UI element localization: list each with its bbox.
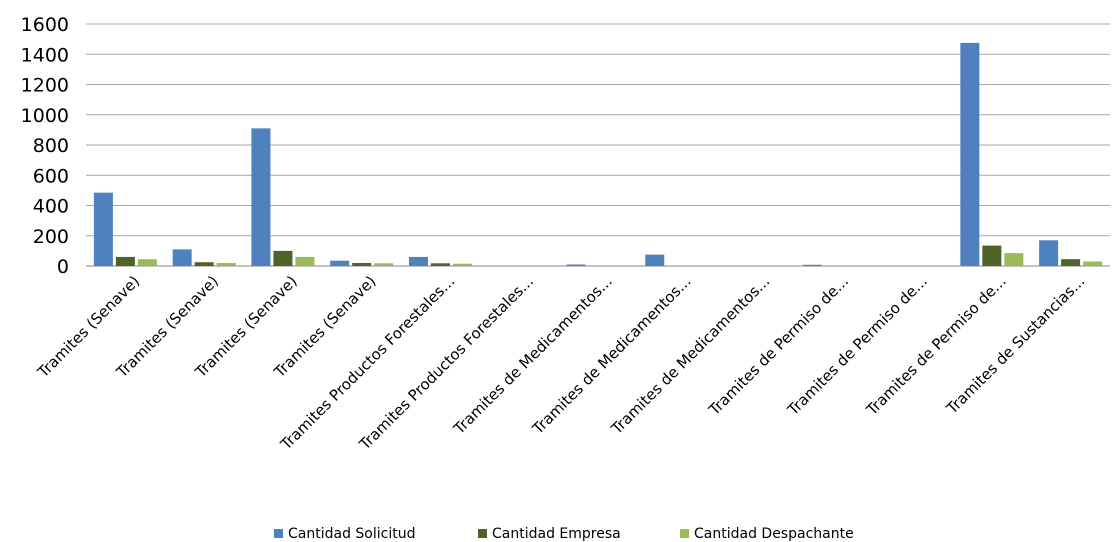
bar [1039,240,1059,266]
x-tick-label: Tramites de Permiso de... [862,272,1009,419]
legend-label: Cantidad Empresa [492,526,621,542]
y-tick-label: 1200 [21,75,69,97]
bar [273,250,293,266]
x-tick-label: Tramites de Permiso de... [705,272,852,419]
bar [251,128,271,266]
legend-swatch [274,529,283,538]
y-tick-label: 0 [57,256,69,278]
y-tick-label: 200 [33,226,69,248]
y-tick-label: 800 [33,135,69,157]
x-tick-label: Tramites de Permiso de... [783,272,930,419]
bar [194,262,214,266]
bar [408,256,428,266]
legend-swatch [680,529,689,538]
bar [115,256,135,266]
bar [374,263,394,266]
legend-swatch [478,529,487,538]
y-tick-label: 1000 [21,105,69,127]
bar [1083,261,1103,266]
bar [566,264,586,266]
bars [93,42,1103,266]
bar [1061,259,1081,266]
y-tick-label: 400 [33,196,69,218]
y-axis: 0 200 400 600 800 1000 1200 1400 1600 [21,14,69,278]
bar [452,263,472,266]
y-tick-label: 1600 [21,14,69,36]
bar [352,262,372,266]
legend-label: Cantidad Despachante [694,526,854,542]
x-tick-label: Tramites Productos Forestales... [276,272,458,454]
bar [982,245,1002,266]
gridlines [86,23,1110,267]
y-tick-label: 600 [33,165,69,187]
bar [960,42,980,266]
x-tick-label: Tramites de Medicamentos... [607,272,773,438]
y-tick-label: 1400 [21,44,69,66]
bar [330,260,350,266]
x-tick-label: Tramites de Medicamentos... [450,272,616,438]
bar [93,192,113,266]
bar [1004,253,1024,266]
bar [645,254,665,266]
x-tick-label: Tramites de Medicamentos... [528,272,694,438]
bar [172,249,192,266]
legend-label: Cantidad Solicitud [288,526,415,542]
bar [430,263,450,266]
legend: Cantidad Solicitud Cantidad Empresa Cantid… [274,526,854,542]
x-tick-label: Tramites de Sustancias... [942,272,1088,418]
bar [216,262,236,266]
bar [137,259,157,266]
bar [802,264,822,266]
x-axis: Tramites (Senave)Tramites (Senave)Tramit… [34,272,1089,454]
bar [295,256,315,266]
x-tick-label: Tramites Productos Forestales... [355,272,537,454]
